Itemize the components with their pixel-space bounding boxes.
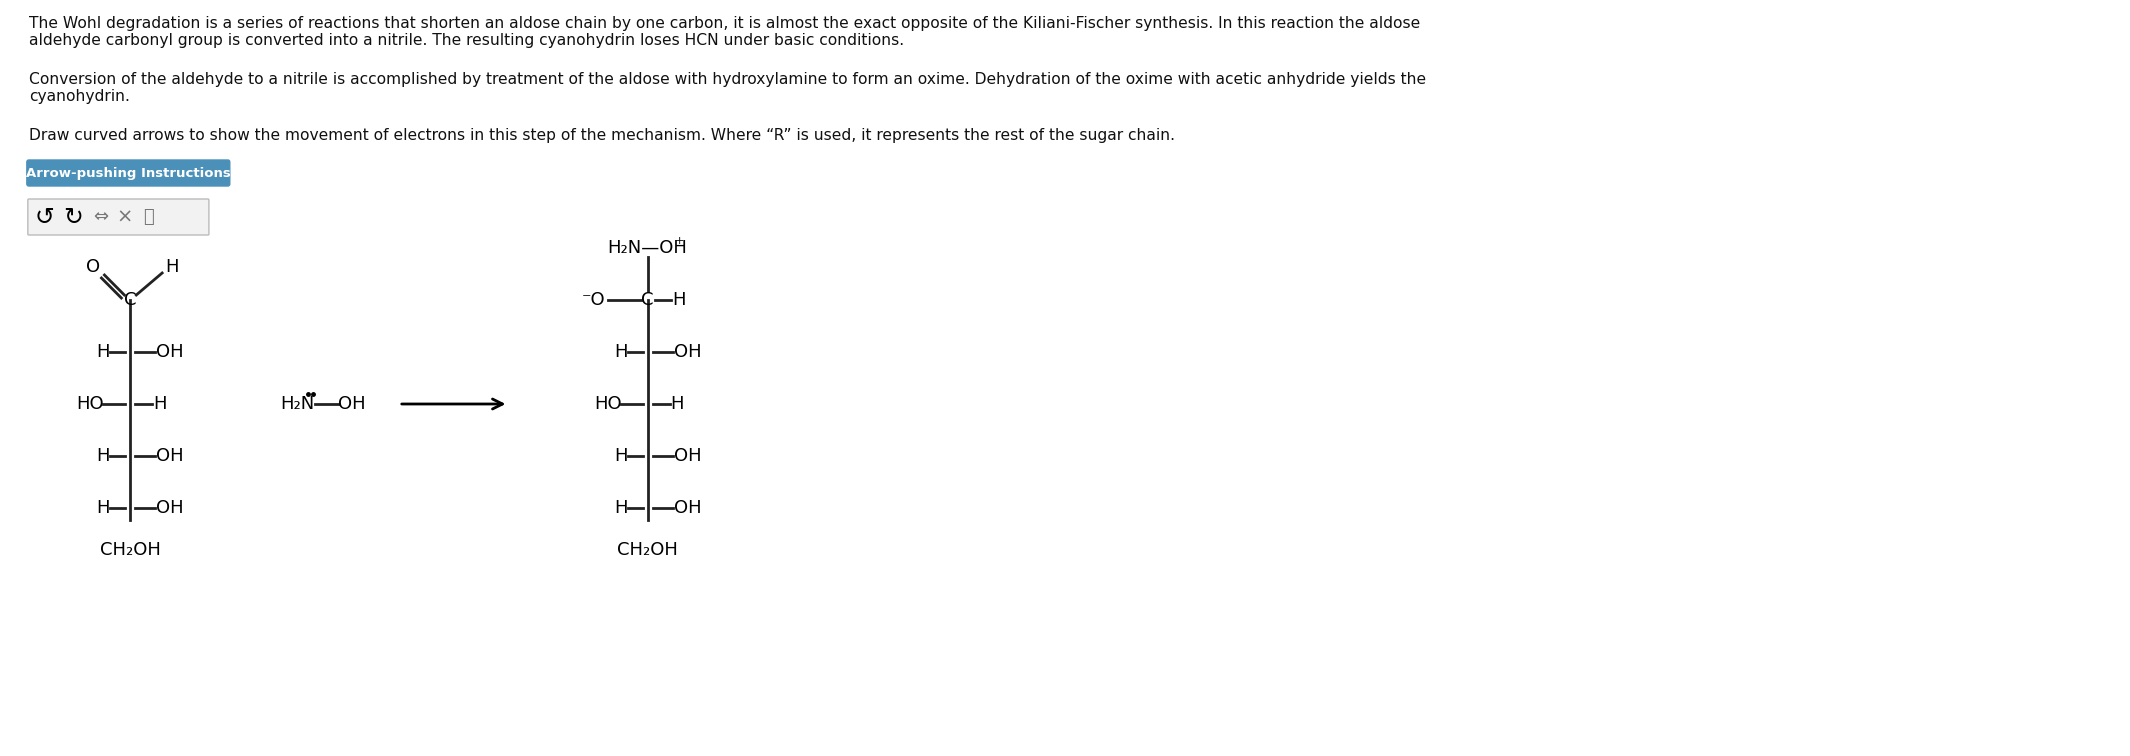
Text: H: H: [613, 447, 628, 465]
Text: H: H: [166, 258, 179, 276]
Text: Arrow-pushing Instructions: Arrow-pushing Instructions: [26, 166, 230, 179]
Text: +: +: [675, 236, 684, 246]
Text: OH: OH: [673, 343, 701, 361]
Text: CH₂OH: CH₂OH: [100, 541, 160, 559]
Text: The Wohl degradation is a series of reactions that shorten an aldose chain by on: The Wohl degradation is a series of reac…: [30, 16, 1421, 48]
Text: OH: OH: [673, 499, 701, 517]
Text: Draw curved arrows to show the movement of electrons in this step of the mechani: Draw curved arrows to show the movement …: [30, 128, 1176, 143]
Text: ×: ×: [117, 207, 132, 227]
FancyBboxPatch shape: [28, 160, 230, 186]
Text: H: H: [673, 291, 686, 309]
Text: CH₂OH: CH₂OH: [618, 541, 677, 559]
Text: OH: OH: [155, 447, 183, 465]
Text: HO: HO: [594, 395, 622, 413]
Text: OH: OH: [673, 447, 701, 465]
Text: ↺: ↺: [34, 205, 55, 229]
Text: HO: HO: [77, 395, 104, 413]
Text: ⇔: ⇔: [94, 208, 109, 226]
FancyBboxPatch shape: [28, 199, 209, 235]
Text: OH: OH: [339, 395, 366, 413]
Text: C: C: [124, 291, 136, 309]
Text: C: C: [641, 291, 654, 309]
Text: ⁻O: ⁻O: [581, 291, 605, 309]
Text: OH: OH: [155, 343, 183, 361]
Text: H₂N: H₂N: [281, 395, 315, 413]
Text: OH: OH: [155, 499, 183, 517]
Text: Conversion of the aldehyde to a nitrile is accomplished by treatment of the aldo: Conversion of the aldehyde to a nitrile …: [30, 72, 1425, 104]
Text: H: H: [613, 499, 628, 517]
Text: ↻: ↻: [62, 205, 83, 229]
Text: H: H: [96, 343, 111, 361]
Text: ⫫: ⫫: [143, 208, 153, 226]
Text: O: O: [87, 258, 100, 276]
Text: H: H: [96, 447, 111, 465]
Text: H: H: [96, 499, 111, 517]
Text: H: H: [613, 343, 628, 361]
Text: H₂N—OH: H₂N—OH: [607, 239, 688, 257]
Text: H: H: [153, 395, 166, 413]
Text: H: H: [671, 395, 684, 413]
